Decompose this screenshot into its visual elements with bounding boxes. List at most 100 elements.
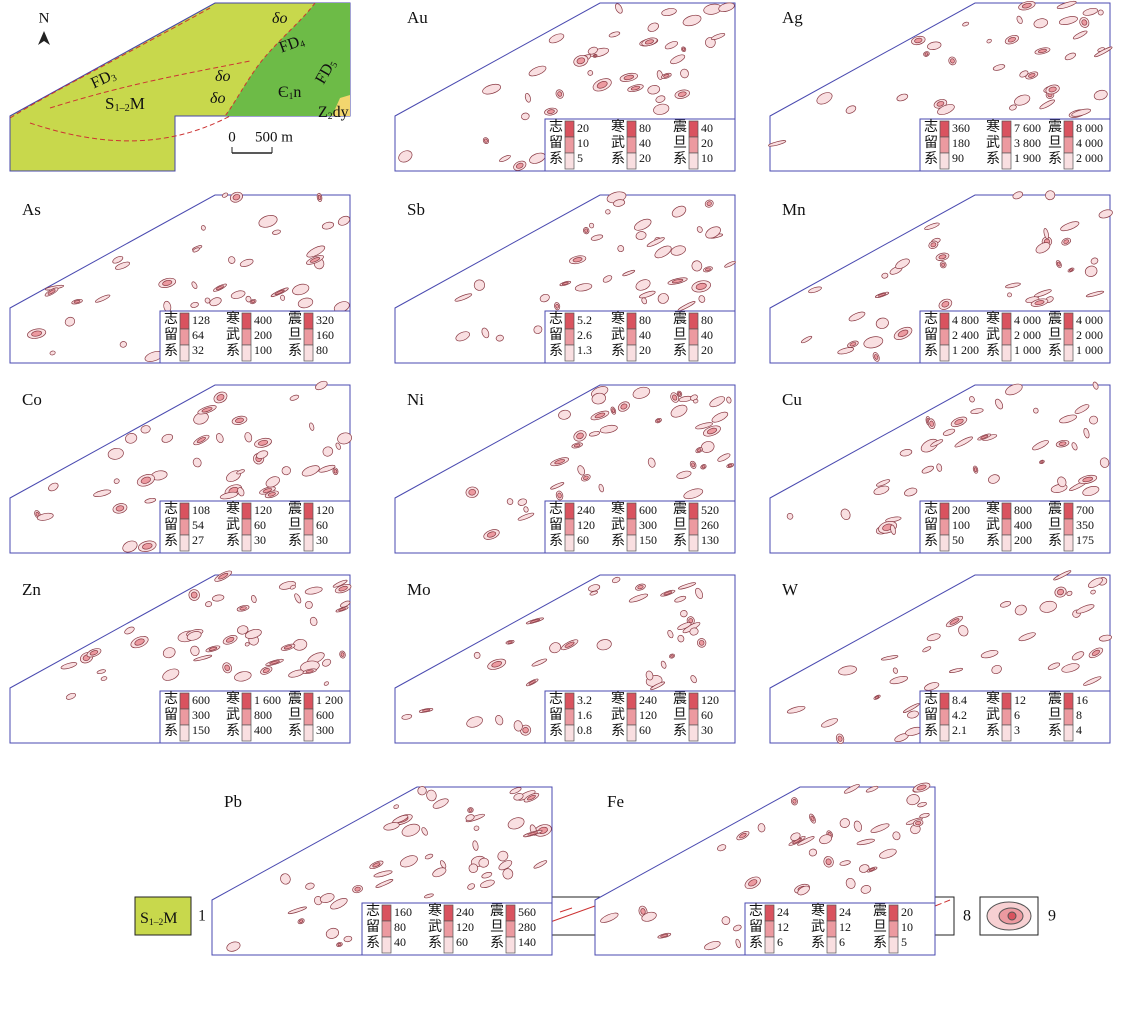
map-label: Z2dy <box>318 104 349 123</box>
stratum-char: 武 <box>226 327 240 343</box>
threshold-label: 800 <box>1014 503 1032 517</box>
threshold-label: 2 400 <box>952 328 979 342</box>
threshold-label: 120 <box>577 518 595 532</box>
element-title: Zn <box>22 580 41 599</box>
legend-swatch <box>180 329 189 345</box>
stratum-char: 震 <box>873 904 887 919</box>
element-panel: Mn志留系4 8002 4001 200寒武系4 0002 0001 000震旦… <box>770 189 1113 363</box>
stratum-char: 旦 <box>673 328 687 343</box>
stratum-char: 寒 <box>986 500 1000 517</box>
legend-swatch <box>565 725 574 741</box>
stratum-char: 寒 <box>226 690 240 707</box>
threshold-label: 4 800 <box>952 313 979 327</box>
legend-swatch <box>444 937 453 953</box>
label-base: δo <box>272 10 287 27</box>
stratum-char: 志 <box>924 119 938 135</box>
element-title: Co <box>22 390 42 409</box>
stratum-char: 志 <box>164 311 178 327</box>
stratum-char: 系 <box>288 533 302 549</box>
legend-swatch <box>1064 503 1073 519</box>
legend-swatch <box>1064 693 1073 709</box>
threshold-label: 8 <box>1076 708 1082 722</box>
legend-swatch <box>1064 121 1073 137</box>
legend-swatch <box>304 313 313 329</box>
stratum-char: 留 <box>164 707 178 723</box>
legend-swatch <box>304 725 313 741</box>
threshold-label: 27 <box>192 533 204 547</box>
threshold-label: 1.3 <box>577 343 592 357</box>
stratum-char: 系 <box>1048 343 1062 359</box>
threshold-label: 360 <box>952 121 970 135</box>
stratum-char: 系 <box>164 343 178 359</box>
threshold-label: 200 <box>1014 533 1032 547</box>
stratum-char: 旦 <box>673 518 687 533</box>
legend-swatch <box>444 921 453 937</box>
stratum-char: 系 <box>428 935 442 951</box>
stratum-char: 武 <box>226 707 240 723</box>
legend-swatch <box>1064 709 1073 725</box>
threshold-label: 2 000 <box>1076 328 1103 342</box>
legend-swatch <box>1064 153 1073 169</box>
threshold-label: 120 <box>456 920 474 934</box>
map-label: δo <box>210 90 225 107</box>
threshold-label: 30 <box>254 533 266 547</box>
legend-swatch <box>1002 329 1011 345</box>
stratum-char: 系 <box>549 343 563 359</box>
stratum-char: 旦 <box>673 136 687 151</box>
threshold-label: 400 <box>254 723 272 737</box>
legend-swatch <box>565 535 574 551</box>
threshold-label: 10 <box>577 136 589 150</box>
anomaly <box>1007 292 1012 297</box>
legend-swatch <box>827 937 836 953</box>
threshold-label: 2.6 <box>577 328 592 342</box>
legend-symbol <box>1008 912 1016 920</box>
threshold-label: 175 <box>1076 533 1094 547</box>
legend-swatch <box>242 345 251 361</box>
threshold-label: 560 <box>518 905 536 919</box>
label-rest: n <box>293 84 301 101</box>
element-panel: Zn志留系600300150寒武系1 600800400震旦系1 2006003… <box>10 569 352 743</box>
threshold-label: 7 600 <box>1014 121 1041 135</box>
legend-swatch <box>1002 345 1011 361</box>
element-panel: Pb志留系1608040寒武系24012060震旦系560280140 <box>212 786 553 955</box>
legend-swatch <box>1064 519 1073 535</box>
threshold-label: 150 <box>192 723 210 737</box>
stratum-char: 武 <box>986 707 1000 723</box>
stratum-char: 系 <box>749 935 763 951</box>
stratum-char: 震 <box>673 502 687 517</box>
threshold-label: 4 000 <box>1076 313 1103 327</box>
stratum-char: 旦 <box>1048 328 1062 343</box>
stratum-char: 系 <box>549 533 563 549</box>
stratum-char: 志 <box>549 501 563 517</box>
stratum-char: 震 <box>288 312 302 327</box>
legend-swatch <box>627 137 636 153</box>
legend-swatch <box>1064 535 1073 551</box>
threshold-label: 2.1 <box>952 723 967 737</box>
threshold-label: 2 000 <box>1014 328 1041 342</box>
legend-swatch <box>827 905 836 921</box>
stratum-char: 寒 <box>611 500 625 517</box>
stratum-char: 志 <box>549 119 563 135</box>
threshold-label: 8 000 <box>1076 121 1103 135</box>
stratum-char: 系 <box>986 723 1000 739</box>
legend-swatch <box>242 709 251 725</box>
legend-swatch <box>627 693 636 709</box>
stratum-char: 系 <box>673 723 687 739</box>
stratum-char: 系 <box>873 935 887 951</box>
threshold-label: 600 <box>639 503 657 517</box>
stratum-char: 系 <box>226 533 240 549</box>
threshold-label: 140 <box>518 935 536 949</box>
legend-swatch <box>765 937 774 953</box>
legend-swatch <box>506 937 515 953</box>
threshold-label: 160 <box>316 328 334 342</box>
threshold-label: 128 <box>192 313 210 327</box>
threshold-label: 60 <box>254 518 266 532</box>
threshold-label: 5 <box>577 151 583 165</box>
threshold-label: 80 <box>639 313 651 327</box>
stratum-char: 震 <box>1048 312 1062 327</box>
stratum-char: 寒 <box>611 310 625 327</box>
stratum-char: 留 <box>924 135 938 151</box>
threshold-label: 30 <box>701 723 713 737</box>
map-label: δo <box>272 10 287 27</box>
legend-swatch <box>180 693 189 709</box>
